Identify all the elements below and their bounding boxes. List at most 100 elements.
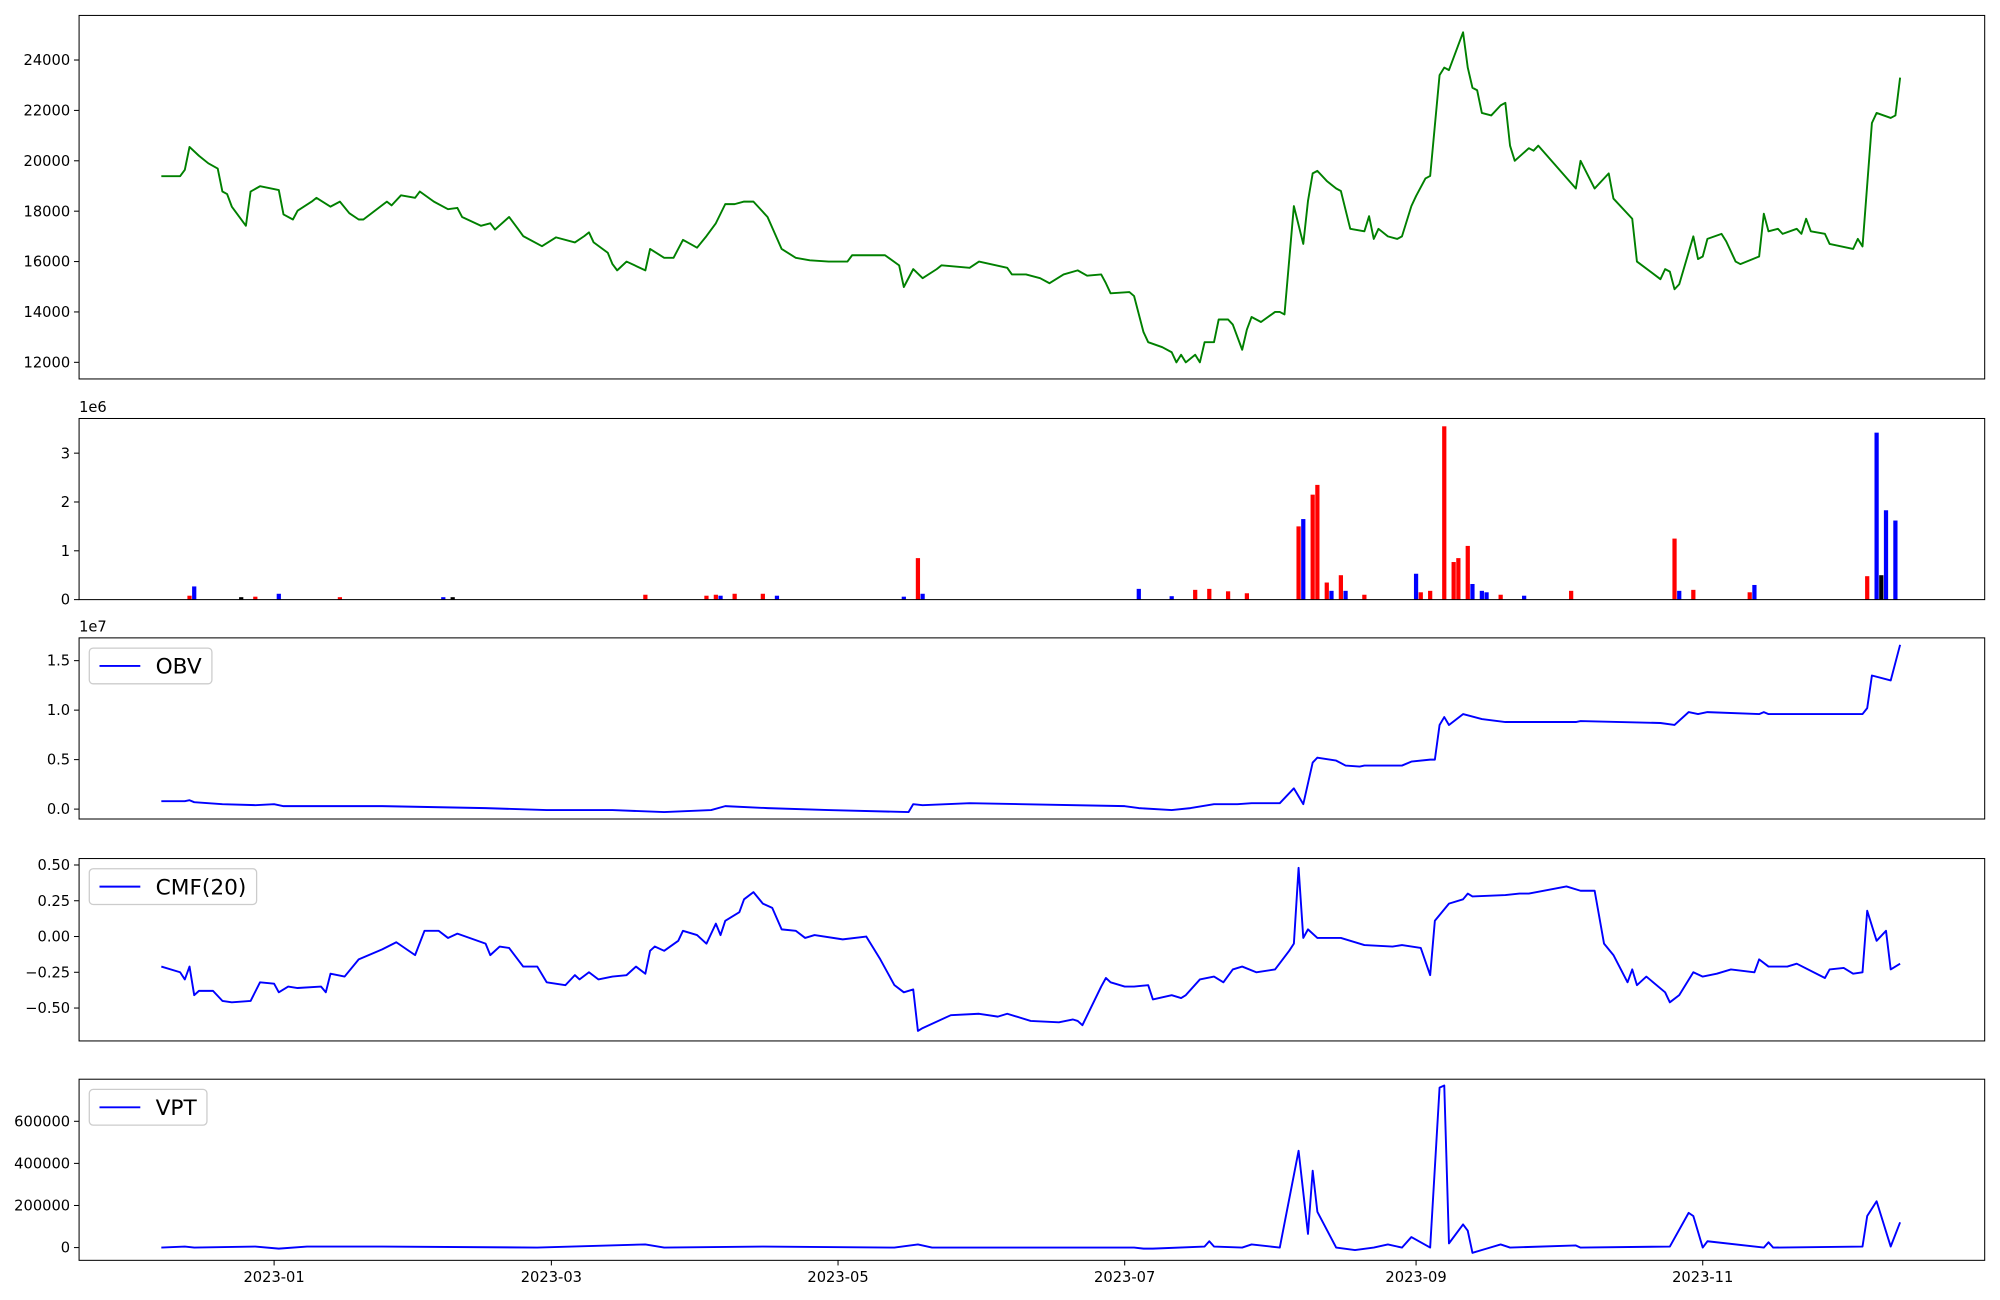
panel: 0 1 2 3 1e6 xyxy=(61,399,1986,609)
bar xyxy=(253,596,258,600)
x-tick-label: 2023-01 xyxy=(243,1269,304,1286)
legend-box xyxy=(88,868,258,906)
y-tick-label: 0.0 xyxy=(47,801,70,818)
axes-frame xyxy=(78,637,1986,820)
legend-label: OBV xyxy=(156,655,202,680)
bar xyxy=(1865,576,1870,600)
bar xyxy=(1225,591,1231,600)
panel: 0.0 0.5 1.0 1.5 1e7 OBV xyxy=(47,619,1986,820)
bar xyxy=(1413,573,1419,600)
bar xyxy=(1677,590,1682,600)
bar xyxy=(1456,558,1461,600)
bar xyxy=(643,594,648,600)
bar xyxy=(1470,583,1475,600)
axes-frame xyxy=(78,1078,1986,1261)
y-tick-label: −0.25 xyxy=(25,964,70,981)
bar xyxy=(1747,592,1752,600)
line xyxy=(161,1084,1901,1254)
y-tick-label: 20000 xyxy=(24,153,71,170)
y-tick-label: 600000 xyxy=(14,1113,70,1130)
bar xyxy=(1883,510,1889,600)
y-tick-label: 400000 xyxy=(14,1155,70,1172)
bar xyxy=(1451,562,1456,600)
y-tick-label: 24000 xyxy=(24,52,71,69)
y-tick-label: 1.0 xyxy=(47,702,70,719)
x-tick-label: 2023-11 xyxy=(1672,1269,1733,1286)
bar xyxy=(704,595,709,600)
offset-text: 1e7 xyxy=(79,619,107,636)
y-tick-label: 22000 xyxy=(24,103,71,120)
y-tick-label: 12000 xyxy=(24,354,71,371)
bar xyxy=(1207,588,1212,600)
bar xyxy=(920,593,925,600)
y-tick-label: 3 xyxy=(61,445,70,462)
bar xyxy=(337,597,343,600)
bar xyxy=(774,595,780,600)
legend-box xyxy=(88,1088,208,1126)
bar xyxy=(1428,590,1433,600)
offset-text: 1e6 xyxy=(79,399,107,416)
y-tick-label: −0.50 xyxy=(25,1000,70,1017)
bar xyxy=(1244,593,1250,600)
bar xyxy=(239,597,244,600)
bar xyxy=(1296,526,1301,600)
bar xyxy=(732,593,737,600)
y-tick-label: 14000 xyxy=(24,304,71,321)
bar xyxy=(1324,582,1329,600)
bar xyxy=(1893,520,1898,600)
bar xyxy=(1479,590,1484,600)
bar xyxy=(1338,575,1343,600)
bar xyxy=(760,593,765,600)
bar xyxy=(713,594,718,600)
bar xyxy=(1874,432,1879,600)
y-tick-label: 0.00 xyxy=(38,929,71,946)
legend-box xyxy=(88,647,213,685)
y-tick-label: 2 xyxy=(61,494,70,511)
bar xyxy=(1691,589,1696,600)
y-tick-label: 0 xyxy=(61,1240,70,1257)
bar xyxy=(1301,519,1306,600)
bar xyxy=(276,593,281,600)
bar xyxy=(915,558,921,600)
bar xyxy=(901,596,906,600)
bar xyxy=(1169,596,1174,600)
bar xyxy=(1498,594,1503,600)
bar xyxy=(450,597,455,600)
panel: 12000 14000 16000 18000 20000 22000 24000 xyxy=(24,14,1986,380)
bar xyxy=(1522,595,1527,600)
y-tick-label: 16000 xyxy=(24,254,71,271)
y-tick-label: 0.25 xyxy=(38,893,71,910)
axes-frame xyxy=(78,14,1986,380)
x-tick-label: 2023-09 xyxy=(1385,1269,1446,1286)
bar xyxy=(1310,494,1315,600)
line xyxy=(161,644,1902,814)
legend-label: VPT xyxy=(156,1096,198,1121)
y-tick-label: 18000 xyxy=(24,203,71,220)
bar xyxy=(718,595,723,600)
y-tick-label: 0.5 xyxy=(47,752,70,769)
axes-frame xyxy=(78,858,1986,1042)
legend: VPT xyxy=(88,1088,208,1126)
bar xyxy=(1193,589,1198,600)
bar xyxy=(1569,590,1574,600)
bar xyxy=(1442,426,1447,600)
bar xyxy=(187,595,192,600)
axes-frame xyxy=(78,417,1986,601)
x-tick-label: 2023-03 xyxy=(521,1269,582,1286)
bar xyxy=(1752,584,1757,600)
y-tick-label: 0.50 xyxy=(38,857,71,874)
bar xyxy=(1484,592,1489,600)
bar xyxy=(192,586,197,600)
bar xyxy=(1879,575,1884,600)
bar xyxy=(1672,538,1677,600)
bar xyxy=(1362,594,1367,600)
bar xyxy=(1315,484,1320,600)
panel: 0 200000 400000 600000 2023-01 2023-03 2023-05… xyxy=(14,1078,1986,1286)
bar xyxy=(1329,590,1334,600)
bar xyxy=(1136,588,1141,600)
x-tick-label: 2023-05 xyxy=(807,1269,868,1286)
bar xyxy=(1343,590,1348,600)
y-tick-label: 1.5 xyxy=(47,653,70,670)
bar xyxy=(441,597,446,600)
